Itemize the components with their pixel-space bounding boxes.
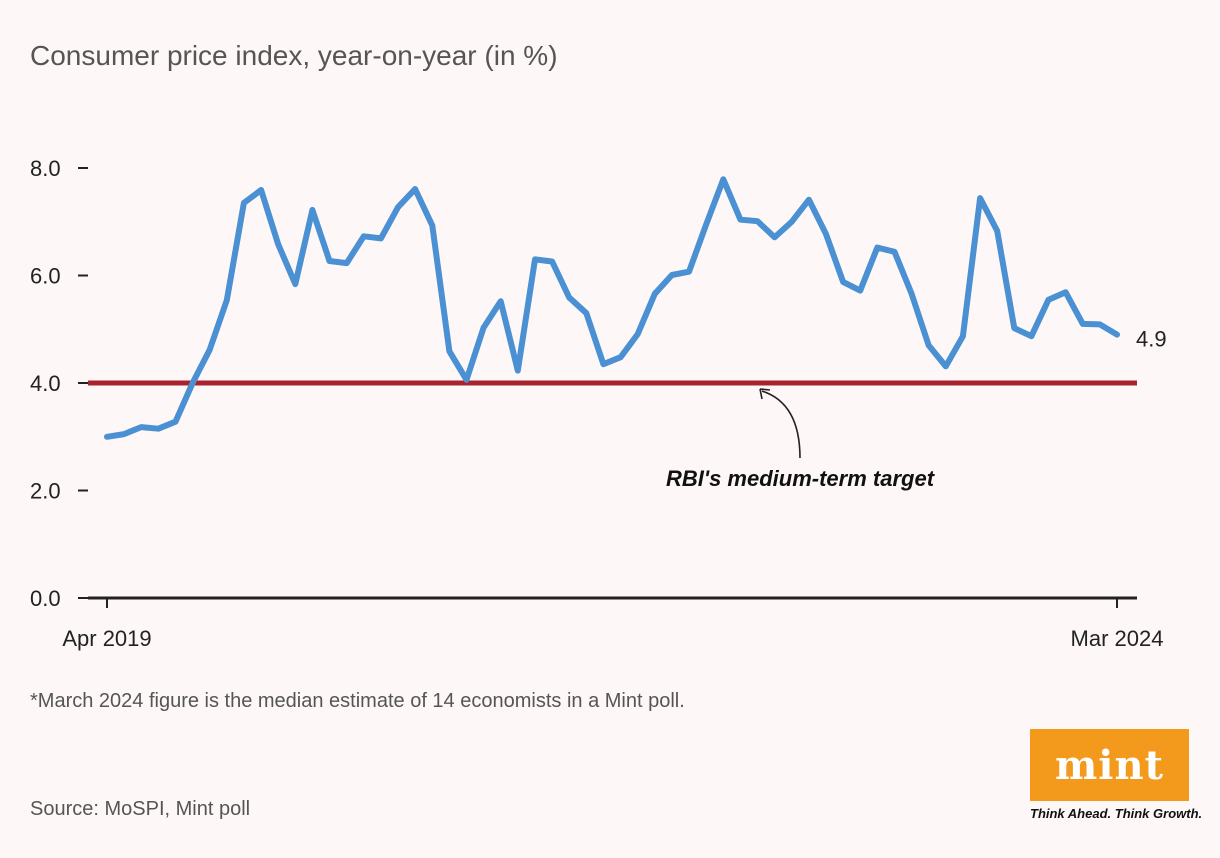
annotation-arrow — [759, 388, 801, 459]
cpi-series-line — [104, 176, 1120, 440]
end-value-label: 4.9 — [1136, 327, 1167, 352]
chart-title: Consumer price index, year-on-year (in %… — [30, 40, 558, 71]
y-tick-label: 4.0 — [30, 371, 61, 396]
source-note: Source: MoSPI, Mint poll — [30, 798, 251, 820]
target-annotation-label: RBI's medium-term target — [666, 466, 936, 491]
x-tick-label: Mar 2024 — [1071, 626, 1164, 651]
logo-wordmark: mint — [1054, 741, 1165, 789]
mint-logo: mint — [1030, 729, 1189, 801]
y-axis: 0.0 2.0 4.0 6.0 8.0 — [30, 156, 88, 611]
y-tick-label: 2.0 — [30, 479, 61, 504]
y-tick-label: 6.0 — [30, 264, 61, 289]
footnote: *March 2024 figure is the median estimat… — [30, 690, 685, 712]
logo-tagline: Think Ahead. Think Growth. — [1030, 806, 1203, 821]
x-tick-label: Apr 2019 — [62, 626, 151, 651]
y-tick-label: 0.0 — [30, 586, 61, 611]
x-axis: Apr 2019 Mar 2024 — [62, 598, 1163, 651]
chart-area: 0.0 2.0 4.0 6.0 8.0 Apr 2019 Mar 2024 4.9 RBI… — [30, 156, 1167, 651]
y-tick-label: 8.0 — [30, 156, 61, 181]
